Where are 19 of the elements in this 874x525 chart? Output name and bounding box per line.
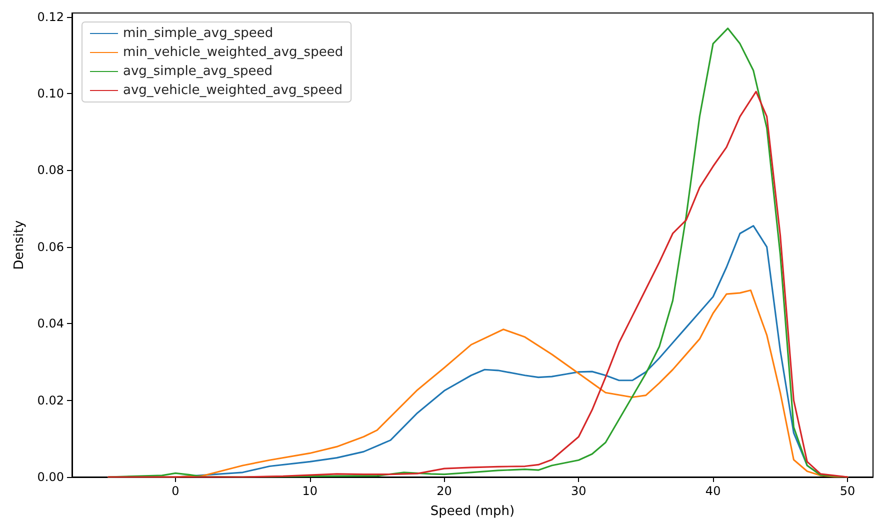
legend-label: min_vehicle_weighted_avg_speed [123, 45, 344, 60]
x-tick-label: 40 [705, 484, 721, 498]
y-tick-label: 0.04 [37, 316, 64, 331]
legend-label: avg_vehicle_weighted_avg_speed [123, 83, 342, 98]
y-tick-label: 0.02 [37, 393, 64, 408]
x-tick-label: 20 [436, 484, 452, 498]
y-axis-title: Density [12, 220, 27, 270]
y-tick-label: 0.12 [37, 10, 64, 24]
y-tick-label: 0.10 [37, 86, 64, 101]
y-tick-label: 0.06 [37, 240, 64, 254]
x-tick-label: 0 [172, 484, 180, 498]
legend-label: min_simple_avg_speed [123, 26, 274, 41]
x-tick-label: 30 [571, 484, 586, 498]
y-tick-label: 0.08 [37, 163, 64, 178]
x-axis-title: Speed (mph) [430, 504, 515, 519]
x-tick-label: 10 [302, 484, 318, 498]
legend-label: avg_simple_avg_speed [123, 64, 273, 79]
y-tick-label: 0.00 [37, 470, 64, 484]
x-tick-label: 50 [840, 484, 856, 498]
